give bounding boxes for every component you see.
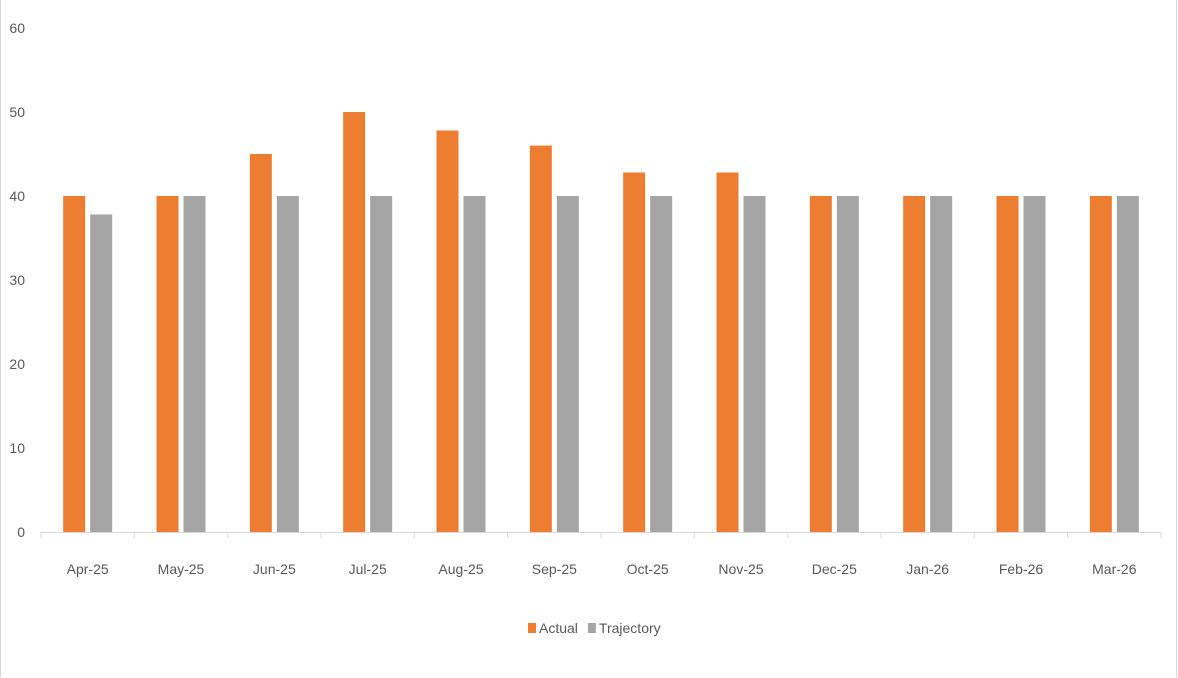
bar-actual-jun-25 bbox=[249, 154, 272, 532]
bar-trajectory-mar-26 bbox=[1116, 196, 1139, 532]
legend-swatch-actual bbox=[528, 623, 536, 633]
bar-actual-sep-25 bbox=[529, 145, 552, 532]
bar-trajectory-dec-25 bbox=[836, 196, 859, 532]
bars bbox=[63, 112, 1139, 533]
y-tick-label: 20 bbox=[9, 356, 25, 372]
legend-label-actual: Actual bbox=[539, 620, 578, 636]
legend-swatch-trajectory bbox=[587, 623, 596, 633]
bar-actual-oct-25 bbox=[623, 172, 646, 533]
bar-trajectory-nov-25 bbox=[743, 196, 766, 532]
bar-actual-feb-26 bbox=[996, 196, 1019, 532]
x-tick-label: May-25 bbox=[158, 561, 205, 577]
y-axis-ticks: 0 10 20 30 40 50 60 bbox=[9, 20, 25, 540]
x-tick-label: Sep-25 bbox=[532, 561, 577, 577]
bar-trajectory-sep-25 bbox=[556, 196, 579, 532]
bar-trajectory-oct-25 bbox=[650, 196, 673, 532]
bar-actual-jan-26 bbox=[903, 196, 926, 532]
bar-trajectory-may-25 bbox=[183, 196, 206, 532]
x-tick-label: Oct-25 bbox=[627, 561, 669, 577]
y-tick-label: 0 bbox=[17, 524, 25, 540]
x-tick-label: Nov-25 bbox=[718, 561, 763, 577]
bar-trajectory-apr-25 bbox=[90, 214, 113, 533]
y-tick-label: 30 bbox=[9, 272, 25, 288]
bar-actual-apr-25 bbox=[63, 196, 86, 532]
x-tick-label: Apr-25 bbox=[67, 561, 109, 577]
y-tick-label: 40 bbox=[9, 188, 25, 204]
bar-actual-mar-26 bbox=[1089, 196, 1112, 532]
y-tick-label: 10 bbox=[9, 440, 25, 456]
legend-label-trajectory: Trajectory bbox=[599, 620, 661, 636]
x-tick-label: Mar-26 bbox=[1092, 561, 1137, 577]
x-tick-label: Jun-25 bbox=[253, 561, 296, 577]
legend: Actual Trajectory bbox=[528, 620, 661, 636]
bar-actual-dec-25 bbox=[809, 196, 832, 532]
bar-trajectory-aug-25 bbox=[463, 196, 486, 532]
x-tick-label: Dec-25 bbox=[812, 561, 857, 577]
bar-actual-may-25 bbox=[156, 196, 179, 532]
y-tick-label: 60 bbox=[9, 20, 25, 36]
x-tick-label: Feb-26 bbox=[999, 561, 1044, 577]
x-tick-label: Jan-26 bbox=[906, 561, 949, 577]
x-axis-ticks: Apr-25 May-25 Jun-25 Jul-25 Aug-25 Sep-25 Oct-… bbox=[67, 561, 1137, 577]
bar-trajectory-jan-26 bbox=[930, 196, 953, 532]
bar-trajectory-jun-25 bbox=[276, 196, 299, 532]
x-axis-tick-marks bbox=[40, 532, 1162, 538]
x-tick-label: Aug-25 bbox=[438, 561, 483, 577]
bar-actual-nov-25 bbox=[716, 172, 739, 533]
bar-trajectory-jul-25 bbox=[370, 196, 393, 532]
y-tick-label: 50 bbox=[9, 104, 25, 120]
x-tick-label: Jul-25 bbox=[349, 561, 387, 577]
bar-actual-aug-25 bbox=[436, 130, 459, 533]
bar-actual-jul-25 bbox=[343, 112, 366, 532]
bar-trajectory-feb-26 bbox=[1023, 196, 1046, 532]
